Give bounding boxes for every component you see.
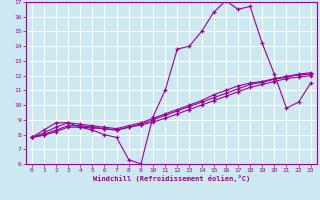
- X-axis label: Windchill (Refroidissement éolien,°C): Windchill (Refroidissement éolien,°C): [92, 175, 250, 182]
